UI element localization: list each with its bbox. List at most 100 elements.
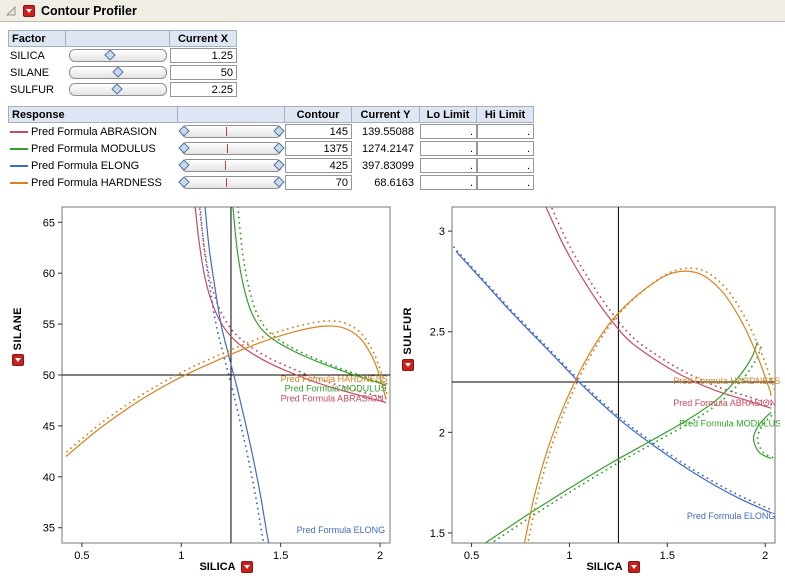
y-axis-title-sulfur: SULFUR [402, 307, 414, 355]
current-y-value: 139.55088 [362, 125, 414, 138]
contour-curve-modulus[interactable] [752, 411, 772, 460]
slider-track[interactable] [69, 49, 167, 62]
curve-label-hardness: Pred Formula HARDNESS [673, 376, 780, 386]
lo-limit-input[interactable]: . [420, 141, 477, 156]
contour-dots-elong [453, 246, 770, 510]
response-slider-abrasion[interactable] [178, 125, 285, 138]
sulfur-axis-menu-button[interactable] [402, 358, 414, 371]
factor-panel: Factor Current X SILICA 1.25 SILANE 50 S… [8, 30, 237, 98]
factor-current-x-input[interactable]: 1.25 [170, 48, 237, 63]
factor-row: SILANE 50 [8, 64, 237, 81]
factor-row: SILICA 1.25 [8, 47, 237, 64]
left-y-axis-label-block: SILANE [6, 307, 30, 367]
response-row: Pred Formula ELONG 425 397.83099 . . [8, 157, 534, 174]
contour-plot-sulfur-vs-silica[interactable]: 0.5 1 1.5 2 1.5 2 2.5 3 Pred Formula HARDNESS Pre… [420, 201, 780, 565]
hi-limit-input[interactable]: . [477, 158, 534, 173]
contour-column-header: Contour [284, 106, 352, 123]
x-axis-title-silica-left: SILICA [199, 561, 236, 573]
contour-value-input[interactable]: 425 [285, 158, 352, 173]
contour-curve-elong[interactable] [455, 250, 772, 514]
right-y-axis-label-block: SULFUR [396, 307, 420, 371]
curve-label-hardness: Pred Formula HARDNESS [281, 374, 388, 384]
response-rows: Pred Formula ABRASION 145 139.55088 . . … [8, 123, 534, 191]
contour-plot-silane-vs-silica[interactable]: 0.5 1 1.5 2 35 40 45 50 55 60 65 Pred Formula HARDN… [30, 201, 394, 565]
contour-dots-abrasion [550, 207, 775, 407]
legend-line-elong [10, 164, 28, 167]
y-tick-label: 65 [43, 217, 55, 229]
response-column-header: Response [8, 106, 178, 123]
response-header-row: Response Contour Current Y Lo Limit Hi L… [8, 106, 534, 123]
response-slider-hardness[interactable] [178, 176, 285, 189]
x-tick-label: 1.5 [660, 550, 675, 562]
factor-slider-silica[interactable] [69, 49, 167, 62]
current-y-marker [226, 178, 228, 187]
curve-label-elong: Pred Formula ELONG [297, 525, 386, 535]
response-row: Pred Formula MODULUS 1375 1274.2147 . . [8, 140, 534, 157]
hi-limit-column-header: Hi Limit [476, 106, 534, 123]
current-y-value: 397.83099 [362, 159, 414, 172]
factor-slider-sulfur[interactable] [69, 83, 167, 96]
current-y-value: 68.6163 [374, 176, 414, 189]
lo-limit-column-header: Lo Limit [419, 106, 477, 123]
response-name: Pred Formula ELONG [8, 157, 178, 174]
slider-track[interactable] [181, 142, 282, 155]
response-row: Pred Formula HARDNESS 70 68.6163 . . [8, 174, 534, 191]
lo-limit-input[interactable]: . [420, 158, 477, 173]
contour-curve-elong[interactable] [204, 207, 270, 543]
contour-value-input[interactable]: 70 [285, 175, 352, 190]
current-x-column-header: Current X [169, 30, 237, 47]
lo-limit-input[interactable]: . [420, 124, 477, 139]
disclosure-triangle-icon[interactable] [5, 5, 17, 17]
lo-limit-input[interactable]: . [420, 175, 477, 190]
factor-current-x-input[interactable]: 2.25 [170, 82, 237, 97]
x-tick-label: 2 [762, 550, 768, 562]
hi-limit-input[interactable]: . [477, 175, 534, 190]
curve-label-abrasion: Pred Formula ABRASION [281, 393, 384, 403]
response-panel: Response Contour Current Y Lo Limit Hi L… [8, 106, 534, 191]
y-tick-label: 45 [43, 421, 55, 433]
silane-axis-menu-button[interactable] [12, 354, 24, 367]
factor-name: SULFUR [10, 83, 55, 96]
contour-curve-abrasion[interactable] [194, 207, 387, 404]
response-name: Pred Formula ABRASION [8, 123, 178, 140]
contour-curve-hardness[interactable] [523, 270, 772, 543]
factor-current-x-input[interactable]: 50 [170, 65, 237, 80]
hi-limit-input[interactable]: . [477, 124, 534, 139]
factor-header-row: Factor Current X [8, 30, 237, 47]
response-slider-modulus[interactable] [178, 142, 285, 155]
x-tick-label: 2 [377, 550, 383, 562]
factor-rows: SILICA 1.25 SILANE 50 SULFUR 2.25 [8, 47, 237, 98]
x-tick-label: 0.5 [74, 550, 89, 562]
y-tick-label: 55 [43, 319, 55, 331]
factor-row: SULFUR 2.25 [8, 81, 237, 98]
contour-curve-abrasion[interactable] [545, 207, 772, 409]
contour-value-input[interactable]: 145 [285, 124, 352, 139]
y-tick-label: 35 [43, 523, 55, 535]
y-tick-label: 3 [439, 226, 445, 238]
slider-track[interactable] [181, 159, 282, 172]
current-y-column-header: Current Y [351, 106, 420, 123]
response-name: Pred Formula HARDNESS [8, 174, 178, 191]
slider-track[interactable] [181, 125, 282, 138]
factor-slider-silane[interactable] [69, 66, 167, 79]
response-slider-column-header [177, 106, 285, 123]
contour-curve-modulus[interactable] [484, 341, 758, 543]
y-axis-title-silane: SILANE [12, 307, 24, 351]
y-tick-label: 2 [439, 427, 445, 439]
silica-axis-menu-button-right[interactable] [627, 561, 640, 573]
hi-limit-input[interactable]: . [477, 141, 534, 156]
contour-value-input[interactable]: 1375 [285, 141, 352, 156]
y-tick-label: 2.5 [430, 327, 445, 339]
contour-curve-hardness[interactable] [65, 325, 387, 457]
contour-profiler-menu-button[interactable] [23, 4, 35, 17]
silica-axis-menu-button-left[interactable] [240, 561, 253, 573]
factor-column-header: Factor [8, 30, 66, 47]
slider-track[interactable] [181, 176, 282, 189]
response-slider-elong[interactable] [178, 159, 285, 172]
current-y-marker [226, 127, 228, 136]
contour-dots-modulus [490, 341, 764, 543]
y-tick-label: 1.5 [430, 528, 445, 540]
x-tick-label: 1 [178, 550, 184, 562]
right-x-axis-label-block: SILICA [533, 561, 693, 573]
